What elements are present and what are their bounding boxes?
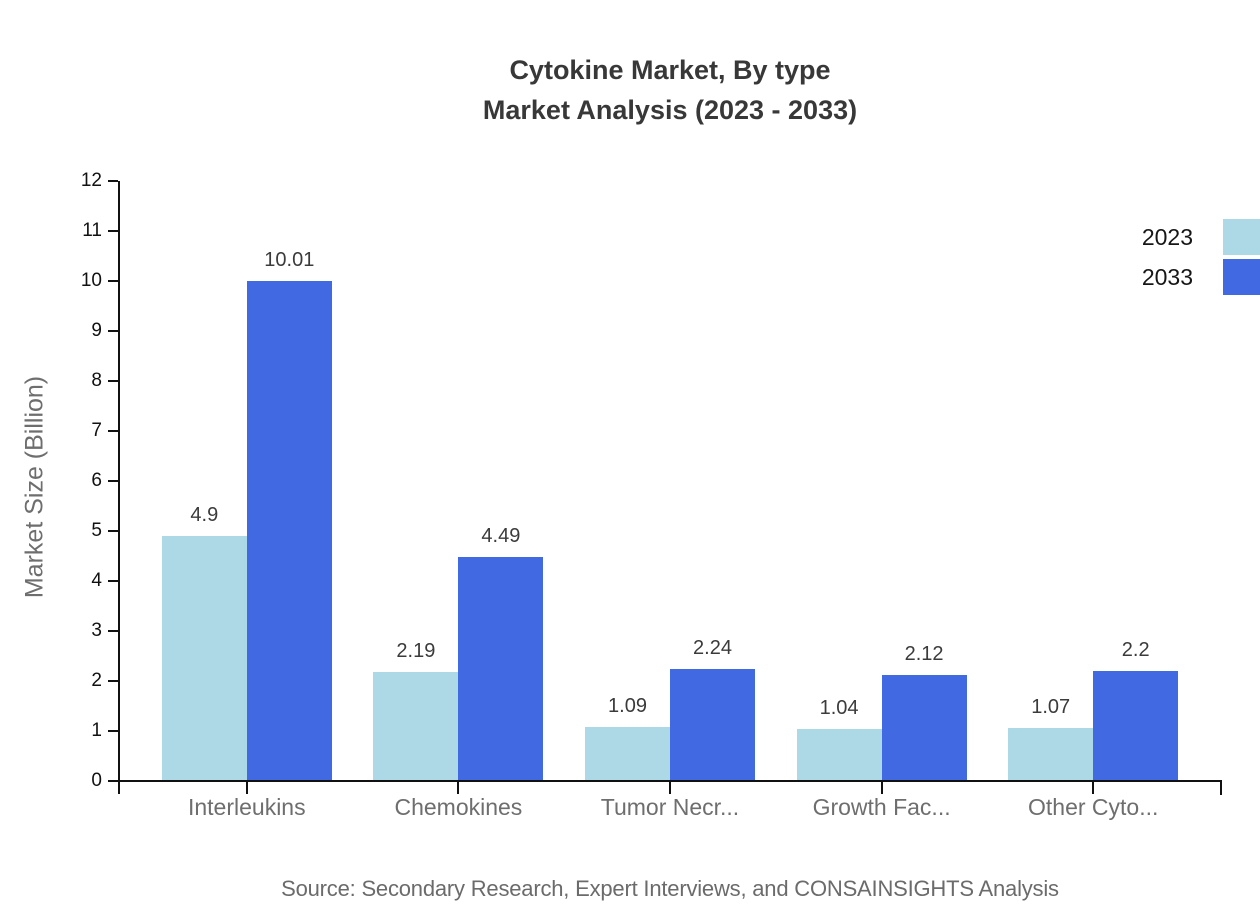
bar-2033 <box>1093 671 1179 781</box>
bar-value-label: 4.49 <box>481 524 521 547</box>
bar-value-label: 2.12 <box>904 643 944 665</box>
legend-item-2023: 2023 <box>1142 217 1260 257</box>
y-tick-label: 4 <box>91 570 102 591</box>
y-tick-label: 2 <box>91 670 102 691</box>
bar-2023 <box>373 671 459 781</box>
y-axis-line <box>118 181 120 794</box>
x-category-label: Other Cyto... <box>1028 794 1159 820</box>
y-tick <box>108 780 118 782</box>
chart-title-line1: Cytokine Market, By type <box>509 55 831 85</box>
y-tick-label: 0 <box>91 770 102 791</box>
y-tick <box>108 230 118 232</box>
bar-2023 <box>1008 727 1094 781</box>
x-axis-end-tick <box>1220 780 1222 795</box>
y-tick <box>108 380 118 382</box>
y-tick <box>108 430 118 432</box>
bar-2033 <box>881 675 967 781</box>
bar-value-label: 2.2 <box>1121 639 1150 661</box>
bar-2023 <box>585 726 670 781</box>
y-tick-label: 9 <box>91 320 102 341</box>
bar-2023 <box>796 729 882 781</box>
legend-swatch-2023 <box>1223 219 1260 255</box>
x-tick <box>457 781 460 794</box>
legend-label-2033: 2033 <box>1141 263 1193 290</box>
x-category-label: Growth Fac... <box>812 794 951 820</box>
x-tick <box>669 781 671 794</box>
bar-value-label: 1.07 <box>1031 695 1071 718</box>
y-tick-label: 1 <box>91 720 102 741</box>
bar-2033 <box>246 280 332 781</box>
bar-value-label: 1.04 <box>819 697 859 719</box>
bar-value-label: 1.09 <box>608 694 647 717</box>
x-axis-line <box>118 780 1222 782</box>
y-tick-label: 6 <box>91 470 102 491</box>
x-category-label: Chemokines <box>394 794 523 820</box>
y-tick-label: 10 <box>80 270 102 291</box>
y-tick <box>108 480 118 482</box>
y-tick <box>108 330 118 332</box>
legend-label-2023: 2023 <box>1141 223 1193 250</box>
bar-value-label: 10.01 <box>264 248 315 271</box>
source-note: Source: Secondary Research, Expert Inter… <box>281 876 1059 901</box>
legend: 2023 2033 <box>1142 217 1260 297</box>
bar-2023 <box>161 536 247 781</box>
y-tick-label: 7 <box>91 420 102 441</box>
y-tick <box>108 680 118 682</box>
x-category-label: Tumor Necr... <box>600 794 740 820</box>
x-tick <box>1092 781 1095 794</box>
legend-item-2033: 2033 <box>1142 257 1260 297</box>
chart-title-line2: Market Analysis (2023 - 2033) <box>482 95 858 125</box>
y-tick-label: 3 <box>91 620 102 641</box>
y-tick <box>108 580 118 582</box>
bar-value-label: 2.19 <box>396 639 436 662</box>
x-tick <box>880 781 883 794</box>
y-tick <box>108 180 118 182</box>
bar-2033 <box>458 556 544 781</box>
x-tick <box>245 781 248 794</box>
y-tick <box>108 630 118 632</box>
y-tick <box>108 730 118 732</box>
y-tick <box>108 530 118 532</box>
y-tick-label: 8 <box>91 370 102 391</box>
x-category-label: Interleukins <box>187 794 306 820</box>
y-tick-label: 5 <box>91 520 102 541</box>
chart-title: Cytokine Market, By type Market Analysis… <box>118 50 1222 130</box>
y-tick-label: 12 <box>80 170 102 191</box>
legend-swatch-2033 <box>1223 259 1260 295</box>
y-tick-label: 11 <box>82 220 102 241</box>
bar-value-label: 2.24 <box>693 637 732 659</box>
bar-2033 <box>670 669 755 781</box>
y-tick <box>108 280 118 282</box>
bar-value-label: 4.9 <box>190 504 219 526</box>
